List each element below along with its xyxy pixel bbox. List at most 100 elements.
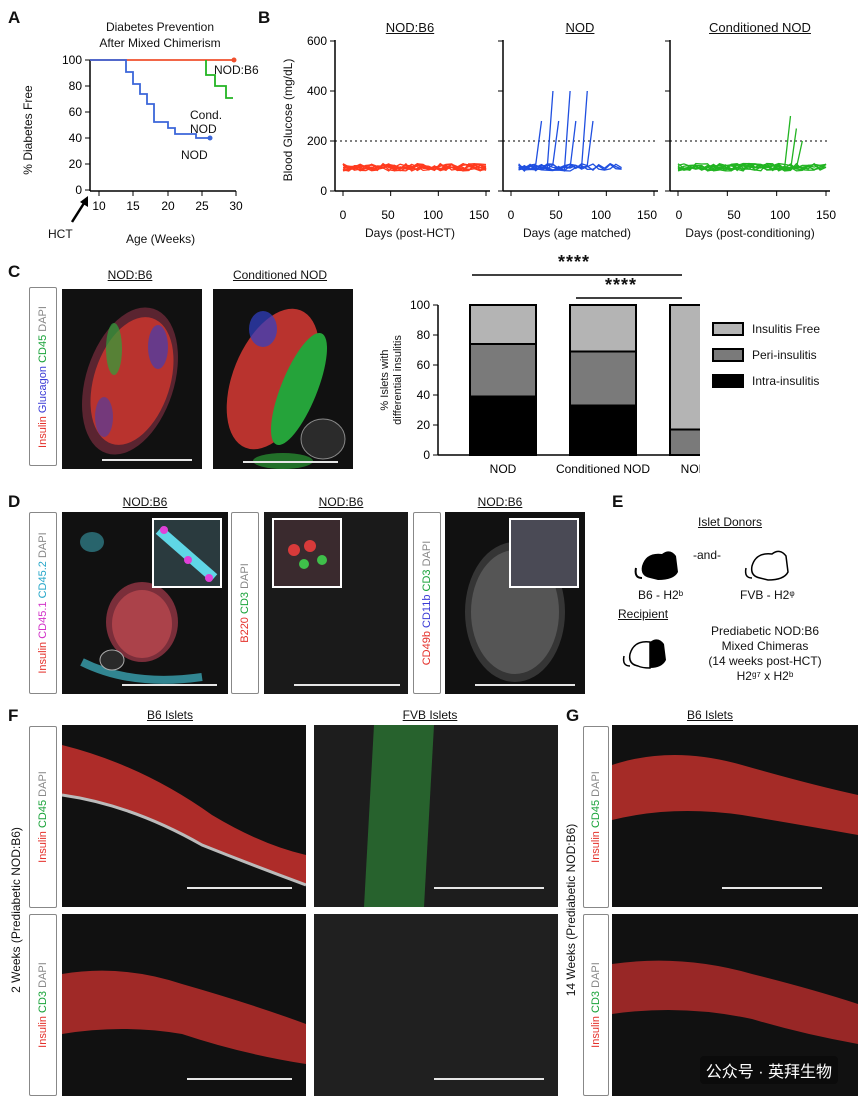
panel-a-label-nodb6: NOD:B6 <box>214 63 259 77</box>
micrograph-c-nodb6 <box>62 289 202 469</box>
panel-b-xtick: 50 <box>549 208 563 222</box>
stain-cd3: CD3 <box>239 591 251 614</box>
stain-cd45-1: CD45.1 <box>37 601 49 639</box>
stain-glucagon: Glucagon <box>37 365 49 413</box>
watermark: 公众号 · 英拜生物 <box>699 1056 838 1084</box>
hct-label: HCT <box>48 227 73 241</box>
panel-a-title-2: After Mixed Chimerism <box>99 36 221 50</box>
chart-ylabel-1: % Islets with <box>379 349 391 411</box>
panel-a-label-nod: NOD <box>181 148 208 162</box>
panel-a-xtick: 30 <box>229 199 243 213</box>
panel-g-stain-bottom: Insulin CD3 DAPI <box>583 914 609 1096</box>
panel-b-xtick: 50 <box>381 208 395 222</box>
panel-c-img2-title: Conditioned NOD <box>232 268 328 282</box>
stain-insulin: Insulin <box>590 1016 602 1048</box>
panel-a-xtick: 10 <box>92 199 106 213</box>
panel-b-ytick: 0 <box>320 184 327 198</box>
panel-b-xtick: 150 <box>469 208 489 222</box>
panel-b-xtick: 100 <box>591 208 611 222</box>
mouse-black-icon <box>634 551 678 580</box>
panel-a-end-nodb6 <box>231 57 237 63</box>
chart-ytick-label: 80 <box>417 328 431 342</box>
stain-insulin: Insulin <box>37 415 49 448</box>
panel-label-f: F <box>8 706 19 725</box>
stain-dapi: DAPI <box>37 771 49 797</box>
panel-label-d: D <box>8 492 21 511</box>
bar-segment <box>469 343 537 398</box>
micrograph-d-inset-1 <box>152 518 222 588</box>
panel-a-xlabel: Age (Weeks) <box>126 232 196 246</box>
and-label: -and- <box>693 548 722 562</box>
stain-dapi: DAPI <box>37 962 49 988</box>
legend-label: Insulitis Free <box>752 322 821 336</box>
micrograph-d-inset-3 <box>509 518 579 588</box>
panel-b-xtick: 150 <box>637 208 657 222</box>
legend-item: Intra-insulitis <box>712 370 852 392</box>
panel-b-xtick: 100 <box>770 208 790 222</box>
glucose-trace <box>518 90 571 171</box>
significance-brackets <box>472 274 682 299</box>
legend-item: Insulitis Free <box>712 318 852 340</box>
bar-segment <box>469 395 537 456</box>
micrograph-f-fvb-cd45 <box>314 725 558 907</box>
micrograph-d-bcells <box>264 512 408 694</box>
panel-d-title-1: NOD:B6 <box>122 495 168 509</box>
legend-swatch <box>712 374 744 388</box>
legend-swatch <box>712 322 744 336</box>
stain-cd49b: CD49b <box>421 631 433 666</box>
recipient-details: Prediabetic NOD:B6 Mixed Chimeras (14 we… <box>690 624 840 684</box>
panel-label-g: G <box>566 706 580 725</box>
panel-label-c: C <box>8 262 21 281</box>
stain-cd3: CD3 <box>37 990 49 1013</box>
stain-dapi: DAPI <box>421 540 433 567</box>
panel-a-ytick: 100 <box>62 53 82 67</box>
legend-label: Intra-insulitis <box>752 374 820 388</box>
glucose-trace <box>518 90 588 171</box>
glucose-trace <box>518 120 543 169</box>
bar-segment <box>669 304 700 431</box>
stain-cd3: CD3 <box>421 569 433 592</box>
chart-category-label: NOD <box>490 462 517 476</box>
panel-g-side-label: 14 Weeks (Prediabetic NOD:B6) <box>564 823 578 997</box>
panel-label-e: E <box>612 492 624 511</box>
stain-dapi: DAPI <box>37 532 49 559</box>
panel-b-xlabel-3: Days (post-conditioning) <box>685 226 815 240</box>
panel-g-stain-top: Insulin CD45 DAPI <box>583 726 609 908</box>
panel-d-stain-box-3: CD49b CD11b CD3 DAPI <box>413 512 441 694</box>
bar-segment <box>569 350 637 407</box>
panel-b-title-2: NOD <box>565 20 595 35</box>
glucose-trace <box>677 162 827 172</box>
legend-swatch <box>712 348 744 362</box>
panel-f-col1: B6 Islets <box>146 708 194 722</box>
panel-f-side-label: 2 Weeks (Prediabetic NOD:B6) <box>9 827 23 993</box>
panel-f-stain-bottom: Insulin CD3 DAPI <box>29 914 57 1096</box>
donor-fvb-label: FVB - H2ᵠ <box>740 588 795 602</box>
panel-a-yticks: 0 20 40 60 80 100 <box>62 53 90 197</box>
panel-b-title-1: NOD:B6 <box>385 20 435 35</box>
panel-b-xlabel-1: Days (post-HCT) <box>364 226 455 240</box>
panel-b-xtick: 50 <box>727 208 741 222</box>
bar-segment <box>469 304 537 345</box>
stain-insulin: Insulin <box>37 1016 49 1048</box>
panel-label-a: A <box>8 8 21 27</box>
bar-segment <box>569 404 637 456</box>
glucose-trace <box>677 115 792 171</box>
panel-b-xtick: 0 <box>340 208 347 222</box>
panel-b-xtick: 0 <box>508 208 515 222</box>
mouse-half-icon <box>622 639 666 669</box>
recipient-line: Prediabetic NOD:B6 <box>710 624 820 638</box>
panel-a-curve-cond <box>205 60 233 99</box>
panel-b-xtick: 100 <box>423 208 443 222</box>
panel-d-stain-box-1: Insulin CD45.1 CD45.2 DAPI <box>29 512 57 694</box>
panel-g-col: B6 Islets <box>686 708 734 722</box>
chart-category-label: NOD:B6 <box>681 462 700 476</box>
insulitis-bar-chart: 0 20 40 60 80 100 NOD Conditioned NOD NOD:B6 <box>410 298 700 476</box>
glucose-plot-nodb6 <box>335 140 490 196</box>
stain-cd45-2: CD45.2 <box>37 561 49 599</box>
panel-b-ytick: 600 <box>307 34 327 48</box>
chart-ytick-label: 60 <box>417 358 431 372</box>
micrograph-g-cd45 <box>612 725 858 907</box>
stain-insulin: Insulin <box>37 831 49 863</box>
glucose-plot-conditioned <box>670 115 830 196</box>
micrograph-d-inset-2 <box>272 518 342 588</box>
